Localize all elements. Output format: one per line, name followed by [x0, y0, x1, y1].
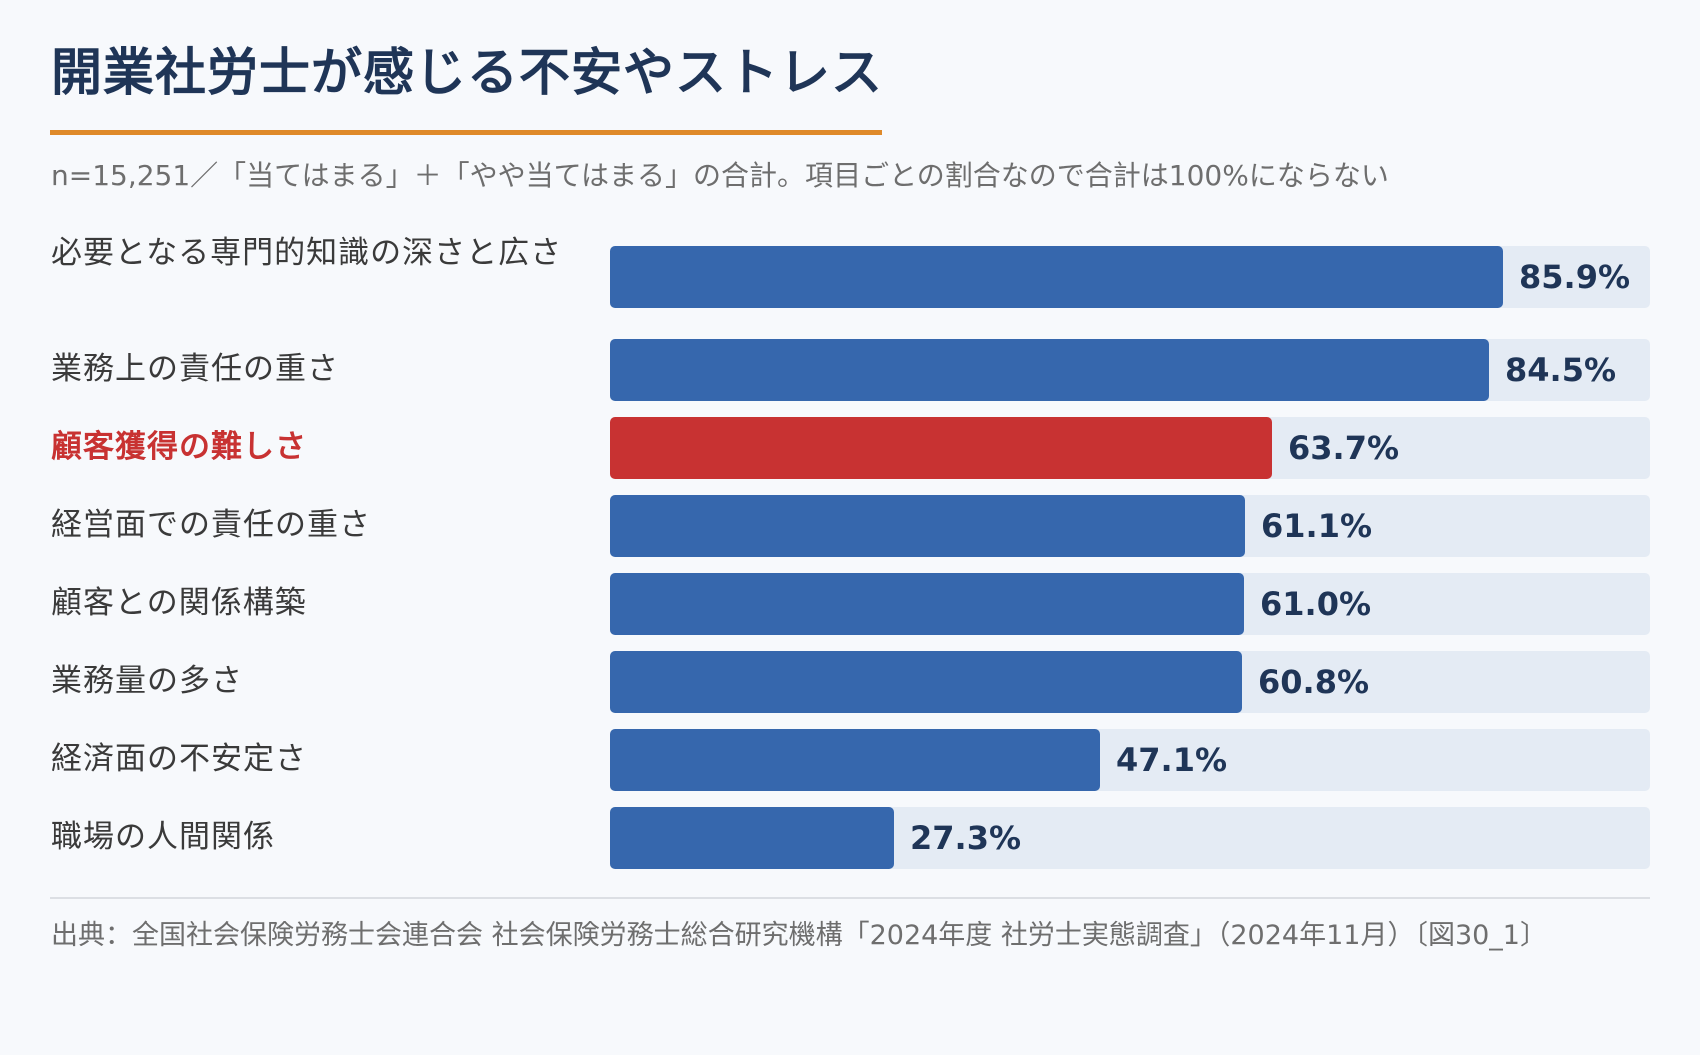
category-label: 職場の人間関係 — [51, 819, 275, 855]
value-label: 85.9% — [1519, 258, 1631, 296]
bar — [610, 807, 894, 869]
bar — [610, 573, 1244, 635]
value-label: 63.7% — [1288, 429, 1400, 467]
bar — [610, 339, 1489, 401]
bar-track: 60.8% — [610, 651, 1650, 713]
chart-subtitle: n=15,251／「当てはまる」＋「やや当てはまる」の合計。項目ごとの割合なので… — [51, 159, 1389, 192]
footer-divider — [50, 897, 1650, 899]
value-label: 61.0% — [1260, 585, 1372, 623]
chart-title: 開業社労士が感じる不安やストレス — [51, 44, 884, 103]
value-label: 60.8% — [1258, 663, 1370, 701]
category-label: 顧客獲得の難しさ — [51, 429, 307, 465]
value-label: 27.3% — [910, 819, 1022, 857]
bar-track: 84.5% — [610, 339, 1650, 401]
bar-track: 47.1% — [610, 729, 1650, 791]
bar-track: 63.7% — [610, 417, 1650, 479]
category-label: 必要となる専門的知識の深さと広さ — [51, 235, 563, 271]
value-label: 84.5% — [1505, 351, 1617, 389]
title-underline — [50, 130, 882, 135]
category-label: 経済面の不安定さ — [51, 741, 307, 777]
source-note: 出典：全国社会保険労務士会連合会 社会保険労務士総合研究機構「2024年度 社労… — [51, 920, 1547, 951]
bar-track: 27.3% — [610, 807, 1650, 869]
bar-track: 61.1% — [610, 495, 1650, 557]
value-label: 61.1% — [1261, 507, 1373, 545]
bar-highlighted — [610, 417, 1272, 479]
bar-track: 85.9% — [610, 246, 1650, 308]
bar — [610, 246, 1503, 308]
bar-track: 61.0% — [610, 573, 1650, 635]
value-label: 47.1% — [1116, 741, 1228, 779]
category-label: 経営面での責任の重さ — [51, 507, 371, 543]
bar — [610, 651, 1242, 713]
bar — [610, 495, 1245, 557]
category-label: 業務上の責任の重さ — [51, 351, 339, 387]
bar — [610, 729, 1100, 791]
category-label: 業務量の多さ — [51, 663, 243, 699]
category-label: 顧客との関係構築 — [51, 585, 307, 621]
